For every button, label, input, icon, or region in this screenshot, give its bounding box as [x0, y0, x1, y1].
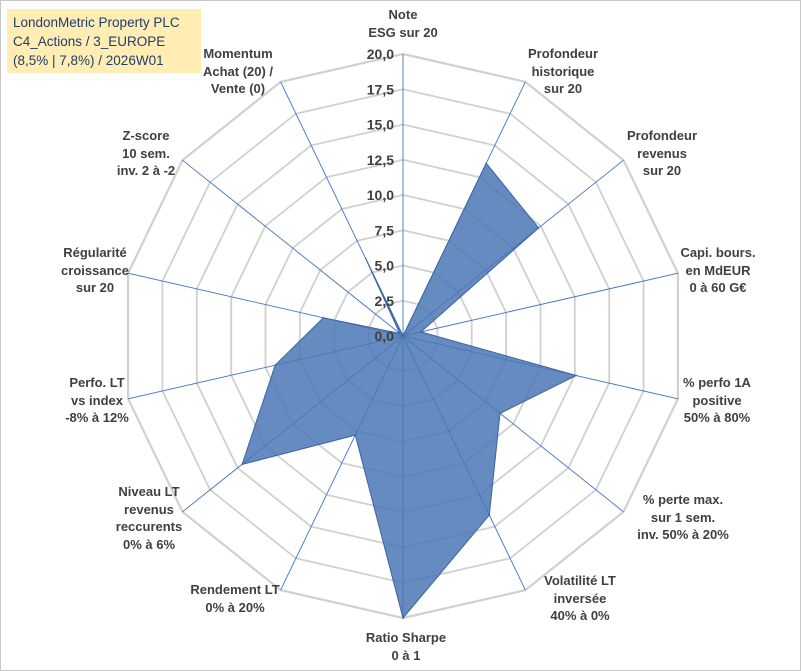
chart-title-category: C4_Actions / 3_EUROPE	[13, 34, 166, 49]
axis-label-0: Note ESG sur 20	[368, 7, 438, 40]
tick-label-8: 20,0	[367, 46, 394, 62]
tick-label-0: 0,0	[375, 328, 395, 344]
data-point-12	[398, 332, 401, 335]
axis-label-3: Capi. bours. en MdEUR 0 à 60 G€	[680, 245, 756, 295]
data-point-8	[354, 434, 357, 436]
chart-title-company: LondonMetric Property PLC	[13, 15, 180, 30]
data-point-3	[420, 331, 422, 333]
tick-label-5: 12,5	[367, 152, 394, 168]
chart-title-box: LondonMetric Property PLC C4_Actions / 3…	[7, 9, 201, 73]
axis-label-10: Perfo. LT vs index -8% à 12%	[65, 375, 129, 425]
data-point-1	[485, 162, 488, 164]
tick-label-6: 15,0	[367, 117, 394, 133]
axis-label-13: Momentum Achat (20) / Vente (0)	[202, 46, 274, 96]
data-point-2	[537, 227, 540, 229]
tick-label-2: 5,0	[375, 258, 395, 274]
data-point-9	[241, 463, 243, 466]
axis-label-9: Niveau LT revenus reccurents 0% à 6%	[115, 484, 183, 552]
data-point-6	[488, 514, 491, 516]
radar-tick-labels: 0,0 2,5 5,0 7,5 10,0 12,5 15,0 17,5 20,0	[367, 46, 394, 344]
axis-label-12: Z-score 10 sem. inv. 2 à -2	[116, 128, 176, 178]
tick-label-3: 7,5	[375, 222, 395, 238]
radar-series	[241, 162, 578, 620]
spoke-12	[182, 159, 404, 337]
chart-title-details: (8,5% | 7,8%) / 2026W01	[13, 53, 164, 68]
axis-label-11: Régularité croissance sur 20	[61, 245, 129, 295]
spoke-3	[402, 272, 679, 337]
data-point-5	[499, 412, 501, 415]
data-point-11	[322, 317, 325, 319]
axis-label-2: Profondeur revenus sur 20	[626, 128, 698, 178]
axis-label-1: Profondeur historique sur 20	[527, 46, 599, 96]
data-point-0	[402, 335, 404, 337]
axis-label-4: % perfo 1A positive 50% à 80%	[683, 375, 751, 425]
axis-label-6: Volatilité LT inversée 40% à 0%	[544, 573, 616, 623]
tick-label-4: 10,0	[367, 187, 394, 203]
data-point-4	[575, 374, 577, 377]
axis-label-5: % perte max. sur 1 sem. inv. 50% à 20%	[637, 492, 729, 542]
axis-label-7: Ratio Sharpe 0 à 1	[365, 630, 447, 663]
axis-label-8: Rendement LT 0% à 20%	[190, 582, 280, 615]
tick-label-7: 17,5	[367, 81, 394, 97]
data-point-10	[274, 364, 277, 367]
tick-label-1: 2,5	[375, 293, 395, 309]
data-point-13	[364, 257, 367, 260]
data-point-7	[402, 617, 404, 619]
